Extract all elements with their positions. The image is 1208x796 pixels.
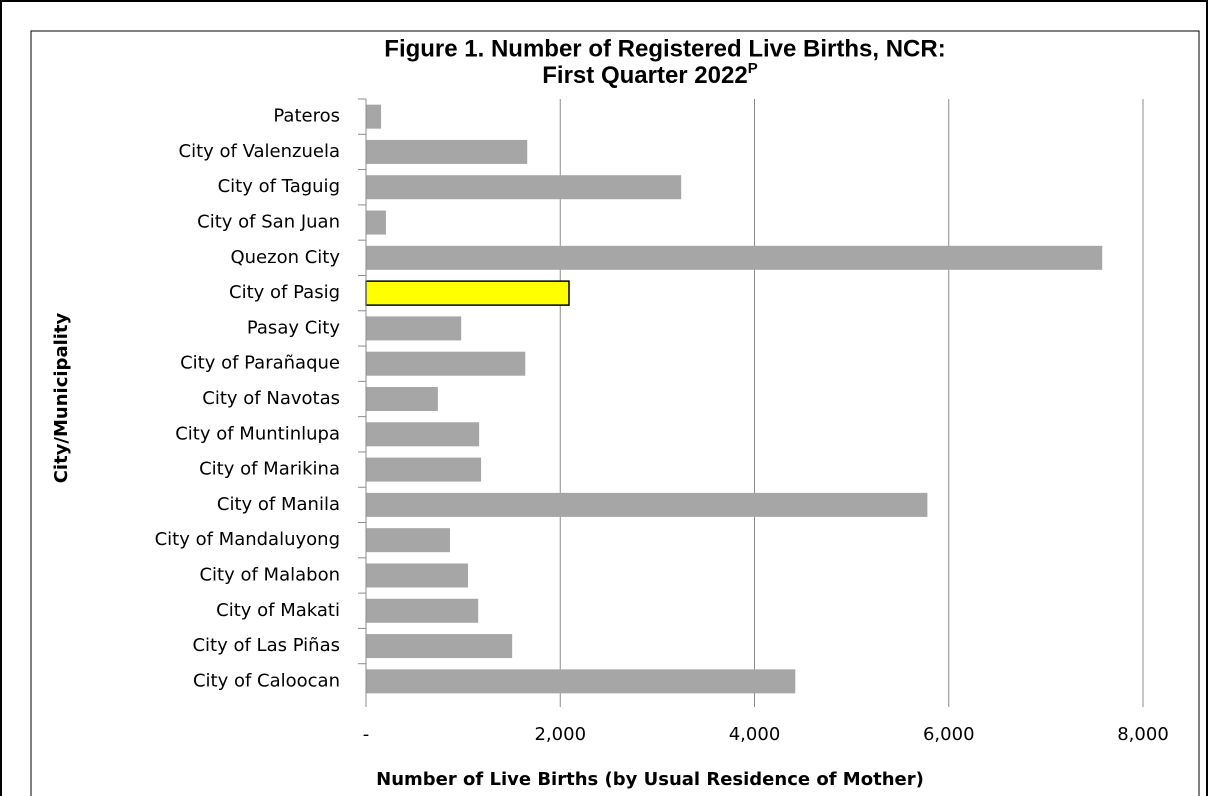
x-tick-label: 6,000: [923, 724, 975, 745]
y-axis-title: City/Municipality: [51, 312, 72, 483]
bar: [366, 351, 526, 376]
y-tick-label: City of Manila: [217, 494, 340, 515]
y-tick-label: City of Parañaque: [180, 353, 340, 374]
y-tick-label: City of Pasig: [229, 282, 340, 303]
bar: [366, 598, 479, 623]
bar: [366, 492, 928, 517]
bar: [366, 634, 513, 659]
chart-frame: [30, 30, 1200, 796]
bar: [366, 175, 682, 200]
y-tick-label: City of Marikina: [199, 459, 340, 480]
y-tick-label: City of Caloocan: [193, 670, 340, 691]
x-tick-label: 4,000: [729, 724, 781, 745]
bar: [366, 210, 386, 235]
y-tick-label: Pasay City: [247, 317, 340, 338]
bar: [365, 280, 570, 306]
y-tick-label: Pateros: [273, 106, 340, 127]
x-tick-label: 8,000: [1117, 724, 1169, 745]
chart-title: First Quarter 2022: [542, 62, 747, 89]
bar: [366, 316, 462, 341]
y-tick-label: City of Malabon: [199, 564, 340, 585]
x-tick-label: 2,000: [534, 724, 586, 745]
y-tick-label: City of San Juan: [197, 212, 340, 233]
bar: [366, 139, 528, 164]
y-tick-label: City of Makati: [216, 600, 340, 621]
y-tick-label: Quezon City: [230, 247, 340, 268]
bar: [366, 457, 482, 482]
y-tick-label: City of Mandaluyong: [155, 529, 340, 550]
bar: [366, 528, 451, 553]
x-tick-label: -: [363, 724, 370, 745]
bar: [366, 563, 468, 588]
bar: [366, 387, 438, 411]
bar: [366, 422, 480, 447]
y-tick-label: City of Muntinlupa: [175, 423, 340, 444]
chart-title: First Quarter 2022P: [542, 60, 757, 89]
chart-title: Figure 1. Number of Registered Live Birt…: [384, 35, 945, 62]
title-superscript: P: [748, 60, 758, 77]
y-tick-label: City of Navotas: [202, 388, 340, 409]
bar: [366, 245, 1103, 270]
y-tick-label: City of Taguig: [218, 176, 340, 197]
y-tick-label: City of Las Piñas: [192, 635, 340, 656]
y-tick-label: City of Valenzuela: [179, 141, 340, 162]
bar: [366, 104, 382, 129]
x-axis-title: Number of Live Births (by Usual Residenc…: [376, 769, 924, 790]
bar: [366, 669, 796, 694]
